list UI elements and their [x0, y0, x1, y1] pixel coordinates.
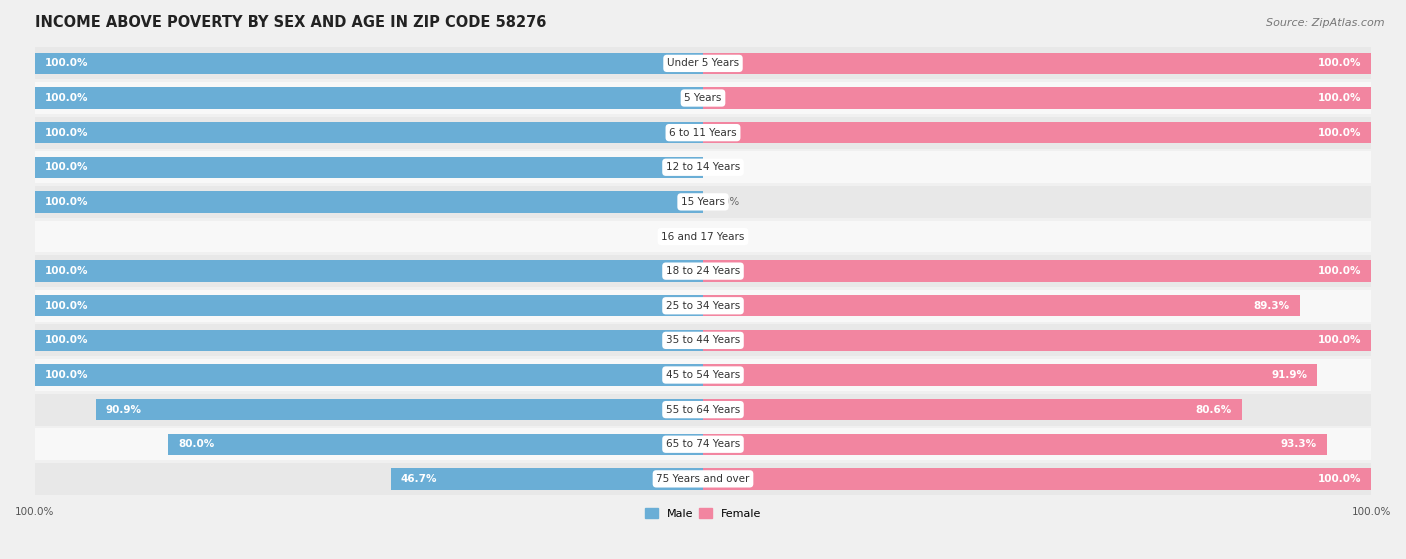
Text: 100.0%: 100.0% — [1317, 127, 1361, 138]
Bar — [28, 186, 1378, 218]
Bar — [35, 122, 703, 143]
Text: 65 to 74 Years: 65 to 74 Years — [666, 439, 740, 449]
Bar — [28, 151, 1378, 183]
Text: 100.0%: 100.0% — [1317, 93, 1361, 103]
Bar — [28, 359, 1378, 391]
Text: 89.3%: 89.3% — [1254, 301, 1289, 311]
Bar — [703, 434, 1326, 455]
Bar — [96, 399, 703, 420]
Text: 93.3%: 93.3% — [1281, 439, 1316, 449]
Bar — [35, 330, 703, 351]
Text: 0.0%: 0.0% — [713, 162, 740, 172]
Text: 12 to 14 Years: 12 to 14 Years — [666, 162, 740, 172]
Bar — [703, 364, 1317, 386]
Bar — [28, 394, 1378, 425]
Bar — [28, 290, 1378, 321]
Bar — [391, 468, 703, 490]
Bar — [28, 463, 1378, 495]
Text: 0.0%: 0.0% — [713, 197, 740, 207]
Bar — [703, 122, 1371, 143]
Text: 18 to 24 Years: 18 to 24 Years — [666, 266, 740, 276]
Text: 0.0%: 0.0% — [666, 231, 693, 241]
Text: 100.0%: 100.0% — [45, 162, 89, 172]
Bar — [28, 117, 1378, 149]
Text: 80.6%: 80.6% — [1195, 405, 1232, 415]
Bar — [28, 324, 1378, 356]
Bar — [28, 221, 1378, 253]
Text: 35 to 44 Years: 35 to 44 Years — [666, 335, 740, 345]
Legend: Male, Female: Male, Female — [640, 504, 766, 523]
Bar — [35, 157, 703, 178]
Bar — [703, 399, 1241, 420]
Bar — [35, 295, 703, 316]
Text: 100.0%: 100.0% — [45, 127, 89, 138]
Bar — [703, 468, 1371, 490]
Text: 100.0%: 100.0% — [1317, 474, 1361, 484]
Bar — [703, 87, 1371, 109]
Text: 75 Years and over: 75 Years and over — [657, 474, 749, 484]
Text: 80.0%: 80.0% — [179, 439, 215, 449]
Text: 0.0%: 0.0% — [713, 231, 740, 241]
Bar — [703, 53, 1371, 74]
Text: 25 to 34 Years: 25 to 34 Years — [666, 301, 740, 311]
Bar — [35, 87, 703, 109]
Bar — [28, 82, 1378, 114]
Text: 55 to 64 Years: 55 to 64 Years — [666, 405, 740, 415]
Text: Source: ZipAtlas.com: Source: ZipAtlas.com — [1267, 18, 1385, 28]
Text: INCOME ABOVE POVERTY BY SEX AND AGE IN ZIP CODE 58276: INCOME ABOVE POVERTY BY SEX AND AGE IN Z… — [35, 15, 546, 30]
Text: Under 5 Years: Under 5 Years — [666, 58, 740, 68]
Text: 15 Years: 15 Years — [681, 197, 725, 207]
Text: 100.0%: 100.0% — [45, 197, 89, 207]
Text: 5 Years: 5 Years — [685, 93, 721, 103]
Bar — [169, 434, 703, 455]
Bar — [35, 191, 703, 212]
Text: 100.0%: 100.0% — [1317, 266, 1361, 276]
Text: 100.0%: 100.0% — [45, 58, 89, 68]
Bar — [703, 295, 1299, 316]
Bar — [35, 53, 703, 74]
Bar — [28, 428, 1378, 460]
Bar — [28, 48, 1378, 79]
Bar — [35, 260, 703, 282]
Text: 100.0%: 100.0% — [45, 335, 89, 345]
Text: 90.9%: 90.9% — [105, 405, 142, 415]
Text: 100.0%: 100.0% — [45, 266, 89, 276]
Bar — [28, 255, 1378, 287]
Text: 100.0%: 100.0% — [45, 93, 89, 103]
Text: 100.0%: 100.0% — [45, 301, 89, 311]
Text: 91.9%: 91.9% — [1271, 370, 1308, 380]
Text: 6 to 11 Years: 6 to 11 Years — [669, 127, 737, 138]
Text: 100.0%: 100.0% — [1317, 58, 1361, 68]
Bar — [35, 364, 703, 386]
Text: 100.0%: 100.0% — [45, 370, 89, 380]
Bar — [703, 260, 1371, 282]
Text: 100.0%: 100.0% — [1317, 335, 1361, 345]
Bar — [703, 330, 1371, 351]
Text: 46.7%: 46.7% — [401, 474, 437, 484]
Text: 45 to 54 Years: 45 to 54 Years — [666, 370, 740, 380]
Text: 16 and 17 Years: 16 and 17 Years — [661, 231, 745, 241]
